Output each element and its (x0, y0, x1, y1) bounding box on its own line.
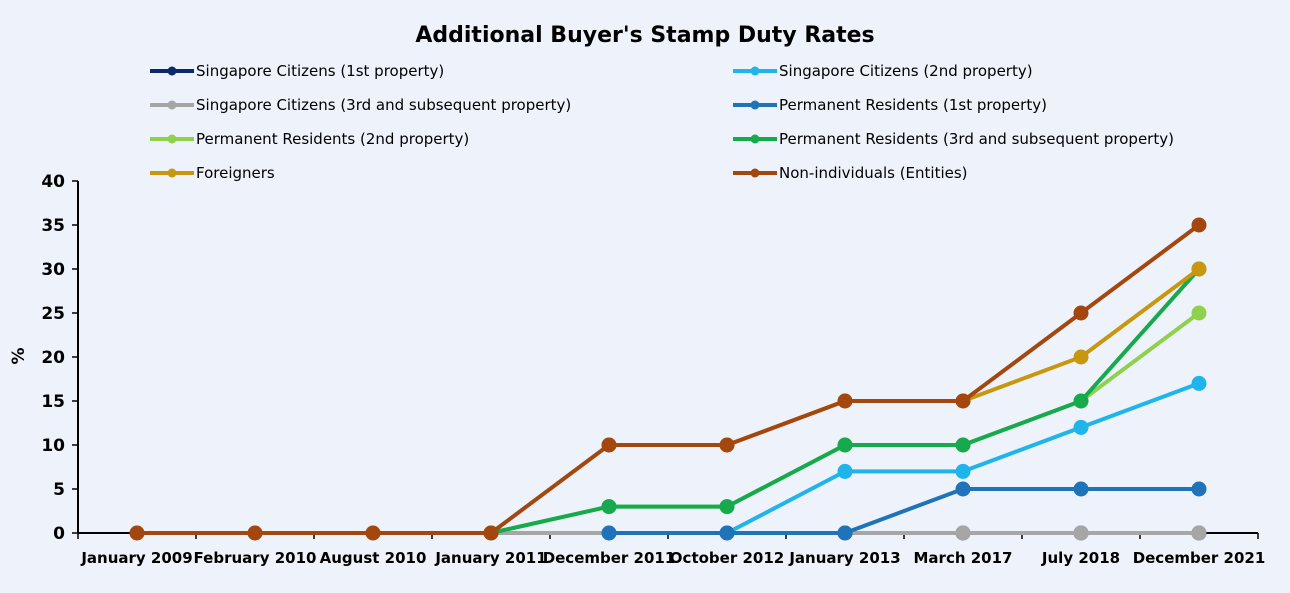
y-tick-label: 5 (53, 480, 65, 500)
legend-label: Permanent Residents (2nd property) (196, 130, 469, 148)
series-line (137, 223, 1201, 535)
x-tick-label: March 2017 (914, 549, 1013, 567)
y-tick-label: 25 (41, 304, 65, 324)
data-point (955, 481, 971, 497)
legend-swatch-marker (167, 168, 177, 178)
data-point (1073, 393, 1089, 409)
x-tick-label: August 2010 (320, 549, 427, 567)
series-permanent-residents-1st-property (601, 481, 1207, 541)
x-tick-label: July 2018 (1041, 549, 1120, 567)
legend-swatch-marker (750, 100, 760, 110)
legend-label: Foreigners (196, 164, 275, 182)
chart-title: Additional Buyer's Stamp Duty Rates (415, 23, 874, 48)
data-point (1191, 481, 1207, 497)
legend-label: Permanent Residents (3rd and subsequent … (779, 130, 1174, 148)
data-point (1191, 375, 1207, 391)
series-layer (129, 217, 1207, 541)
x-tick-label: January 2013 (788, 549, 900, 567)
legend-item-foreigners: Foreigners (150, 164, 275, 182)
data-point (601, 525, 617, 541)
legend-label: Singapore Citizens (3rd and subsequent p… (196, 96, 571, 114)
legend-item-permanent-residents-3rd-and-subsequent-property: Permanent Residents (3rd and subsequent … (733, 130, 1174, 148)
data-point (1191, 217, 1207, 233)
data-point (837, 437, 853, 453)
data-point (1073, 349, 1089, 365)
y-axis-label: % (9, 347, 29, 364)
data-point (837, 393, 853, 409)
legend-item-permanent-residents-1st-property: Permanent Residents (1st property) (733, 96, 1047, 114)
legend-label: Permanent Residents (1st property) (779, 96, 1047, 114)
legend-swatch-marker (750, 134, 760, 144)
series-line (609, 267, 1201, 447)
x-tick-label: December 2011 (543, 549, 676, 567)
data-point (1073, 419, 1089, 435)
y-tick-label: 35 (41, 216, 65, 236)
x-tick-label: January 2011 (434, 549, 546, 567)
data-point (1191, 305, 1207, 321)
series-line (609, 487, 1199, 535)
legend-label: Singapore Citizens (2nd property) (779, 62, 1033, 80)
data-point (955, 525, 971, 541)
data-point (601, 499, 617, 515)
data-point (601, 437, 617, 453)
data-point (1191, 261, 1207, 277)
y-tick-label: 0 (53, 524, 65, 544)
legend-label: Non-individuals (Entities) (779, 164, 968, 182)
legend-swatch-marker (750, 168, 760, 178)
y-tick-label: 10 (41, 436, 65, 456)
data-point (837, 525, 853, 541)
legend-swatch-marker (167, 100, 177, 110)
data-point (719, 437, 735, 453)
legend-swatch-marker (167, 134, 177, 144)
x-tick-label: October 2012 (670, 549, 784, 567)
legend-label: Singapore Citizens (1st property) (196, 62, 444, 80)
series-non-individuals-entities (129, 217, 1207, 541)
legend-item-permanent-residents-2nd-property: Permanent Residents (2nd property) (150, 130, 469, 148)
legend-item-singapore-citizens-2nd-property: Singapore Citizens (2nd property) (733, 62, 1033, 80)
x-tick-label: December 2021 (1133, 549, 1266, 567)
data-point (247, 525, 263, 541)
data-point (719, 525, 735, 541)
data-point (365, 525, 381, 541)
data-point (1073, 481, 1089, 497)
legend-item-singapore-citizens-3rd-and-subsequent-property: Singapore Citizens (3rd and subsequent p… (150, 96, 571, 114)
data-point (483, 525, 499, 541)
y-tick-label: 15 (41, 392, 65, 412)
y-tick-label: 20 (41, 348, 65, 368)
y-tick-label: 40 (41, 172, 65, 192)
legend-item-non-individuals-entities: Non-individuals (Entities) (733, 164, 968, 182)
data-point (955, 437, 971, 453)
y-tick-label: 30 (41, 260, 65, 280)
legend-item-singapore-citizens-1st-property: Singapore Citizens (1st property) (150, 62, 444, 80)
data-point (1073, 525, 1089, 541)
data-point (837, 463, 853, 479)
data-point (955, 393, 971, 409)
data-point (955, 463, 971, 479)
data-point (129, 525, 145, 541)
series-foreigners (601, 261, 1207, 453)
data-point (1073, 305, 1089, 321)
x-tick-label: February 2010 (194, 549, 317, 567)
legend-swatch-marker (167, 66, 177, 76)
data-point (1191, 525, 1207, 541)
legend-swatch-marker (750, 66, 760, 76)
chart-legend: Singapore Citizens (1st property) Singapo… (150, 62, 1174, 182)
data-point (719, 499, 735, 515)
x-tick-label: January 2009 (80, 549, 192, 567)
